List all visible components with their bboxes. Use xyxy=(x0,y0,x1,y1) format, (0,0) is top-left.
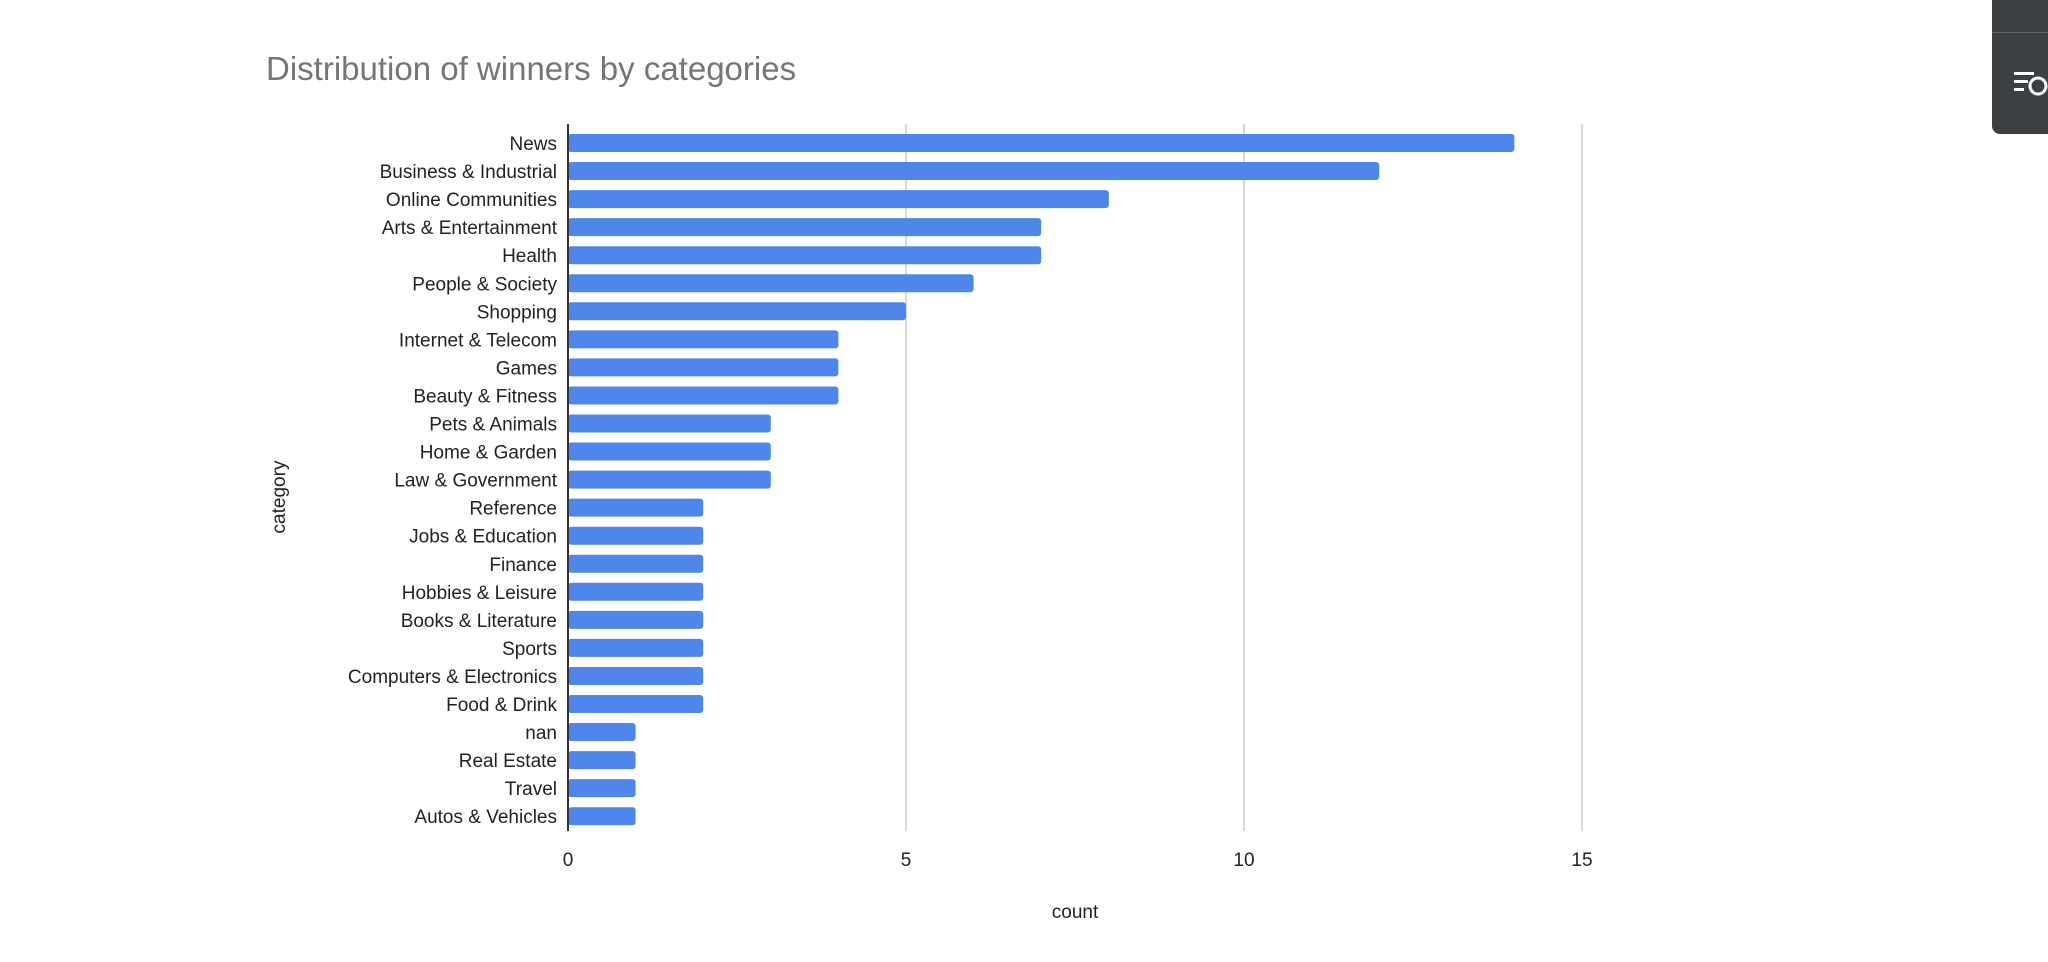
chart-title: Distribution of winners by categories xyxy=(266,50,797,87)
category-tick-label: Pets & Animals xyxy=(429,415,557,436)
bar xyxy=(568,414,771,433)
category-tick-label: Food & Drink xyxy=(446,695,557,716)
chart-settings-button[interactable] xyxy=(2008,62,2048,106)
category-tick-label: Beauty & Fitness xyxy=(413,386,557,407)
category-tick-label: Finance xyxy=(489,555,557,576)
category-tick-label: Reference xyxy=(469,499,557,520)
category-tick-label: Real Estate xyxy=(459,751,557,772)
x-tick-label: 5 xyxy=(901,850,912,871)
category-tick-label: Books & Literature xyxy=(401,611,557,632)
bar xyxy=(568,134,1515,152)
y-axis-label: category xyxy=(269,460,290,533)
bar xyxy=(568,638,704,657)
bar xyxy=(568,751,636,770)
bar xyxy=(568,779,636,798)
side-toolbar xyxy=(1992,0,2048,134)
bar xyxy=(568,807,636,826)
bar xyxy=(568,274,974,293)
bar xyxy=(568,218,1042,237)
toolbar-divider xyxy=(1992,32,2048,33)
category-tick-label: News xyxy=(509,134,557,155)
bar xyxy=(568,470,771,489)
category-tick-label: Internet & Telecom xyxy=(399,330,557,351)
bar xyxy=(568,386,839,405)
category-tick-label: Business & Industrial xyxy=(380,162,557,183)
category-tick-label: Arts & Entertainment xyxy=(382,218,558,239)
bar xyxy=(568,610,704,629)
bar xyxy=(568,442,771,461)
category-tick-label: Shopping xyxy=(477,302,557,323)
bar xyxy=(568,330,839,349)
bar xyxy=(568,666,704,685)
bar xyxy=(568,246,1042,265)
bar xyxy=(568,358,839,377)
bar xyxy=(568,302,906,321)
bar xyxy=(568,695,704,713)
bar xyxy=(568,554,704,573)
category-tick-label: Home & Garden xyxy=(420,443,557,464)
x-axis-label: count xyxy=(1052,902,1099,923)
category-tick-label: Health xyxy=(502,246,557,267)
bar xyxy=(568,498,704,517)
category-tick-label: People & Society xyxy=(412,274,557,295)
bar xyxy=(568,526,704,545)
category-tick-label: Games xyxy=(496,358,557,379)
bar xyxy=(568,582,704,601)
category-tick-label: Jobs & Education xyxy=(409,527,557,548)
chart-settings-icon xyxy=(2014,72,2048,96)
category-tick-label: Online Communities xyxy=(386,190,557,211)
bar xyxy=(568,723,636,742)
category-tick-label: nan xyxy=(525,723,557,744)
x-tick-label: 0 xyxy=(563,850,574,871)
category-tick-label: Hobbies & Leisure xyxy=(402,583,557,604)
category-tick-label: Sports xyxy=(502,639,557,660)
x-tick-label: 15 xyxy=(1571,850,1592,871)
category-tick-label: Computers & Electronics xyxy=(348,667,557,688)
category-tick-label: Autos & Vehicles xyxy=(414,807,557,828)
x-tick-label: 10 xyxy=(1233,850,1254,871)
category-tick-label: Travel xyxy=(505,779,557,800)
bar xyxy=(568,190,1109,209)
bar xyxy=(568,162,1380,181)
category-tick-label: Law & Government xyxy=(394,471,557,492)
